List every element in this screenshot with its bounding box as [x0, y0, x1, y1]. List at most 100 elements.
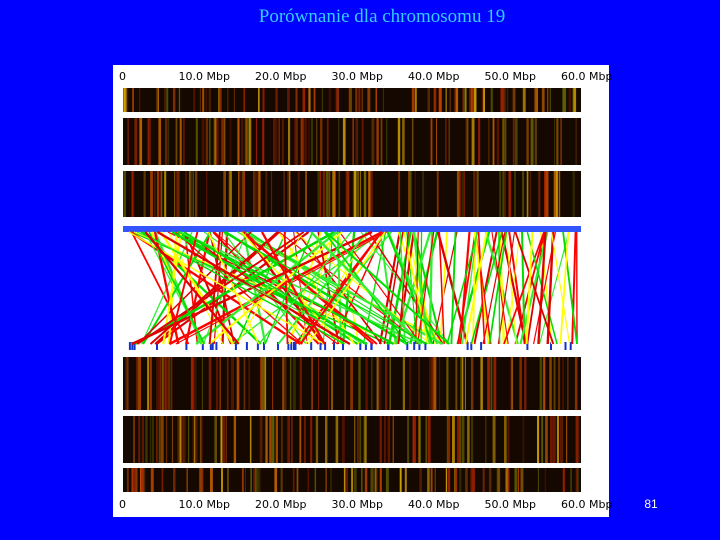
density-streak: [490, 357, 493, 410]
density-streak: [335, 88, 338, 112]
synteny-link: [432, 231, 458, 345]
density-streak: [398, 171, 401, 217]
density-streak: [314, 468, 317, 492]
density-streak: [256, 171, 258, 217]
density-streak: [166, 88, 169, 112]
synteny-tick: [424, 342, 427, 350]
density-streak: [223, 171, 226, 217]
density-streak: [193, 88, 196, 112]
density-streak: [530, 118, 533, 165]
density-streak: [287, 88, 290, 112]
density-streak: [502, 118, 505, 165]
density-streak: [493, 357, 497, 410]
density-streak: [126, 468, 129, 492]
density-streak: [358, 357, 361, 410]
density-streak: [434, 468, 436, 492]
density-streak: [224, 118, 226, 165]
density-streak: [534, 88, 536, 112]
density-streak: [402, 357, 405, 410]
density-streak: [568, 88, 571, 112]
density-streak: [249, 416, 252, 463]
density-streak: [354, 171, 357, 217]
density-streak: [361, 118, 364, 165]
density-streak: [138, 357, 141, 410]
density-streak: [199, 416, 202, 463]
synteny-tick: [131, 342, 134, 350]
density-streak: [496, 468, 500, 492]
density-streak: [549, 88, 551, 112]
density-streak: [342, 416, 345, 463]
density-streak: [462, 416, 465, 463]
density-streak: [428, 357, 432, 410]
density-streak: [165, 118, 168, 165]
density-streak: [296, 118, 298, 165]
density-streak: [245, 118, 248, 165]
synteny-link: [307, 231, 386, 345]
density-streak: [305, 171, 307, 217]
density-streak: [472, 468, 476, 492]
density-streak: [202, 88, 205, 112]
synteny-tick: [294, 342, 297, 350]
density-streak: [462, 88, 465, 112]
synteny-link: [498, 231, 501, 345]
synteny-tick: [256, 342, 259, 350]
density-streak: [436, 118, 438, 165]
synteny-link: [183, 231, 366, 345]
density-streak: [192, 416, 194, 463]
density-streak: [303, 416, 306, 463]
density-streak: [563, 88, 567, 112]
density-streak: [484, 468, 486, 492]
density-streak: [238, 171, 240, 217]
page-number: 81: [644, 497, 658, 511]
synteny-link: [130, 231, 190, 345]
density-streak: [504, 416, 507, 463]
density-streak: [308, 118, 310, 165]
density-streak: [553, 171, 557, 217]
density-streak: [466, 118, 469, 165]
synteny-tick: [215, 342, 218, 350]
density-streak: [368, 88, 370, 112]
scale-label: 10.0 Mbp: [179, 70, 230, 83]
density-streak: [575, 118, 577, 165]
density-streak: [537, 416, 540, 463]
density-streak: [561, 416, 564, 463]
density-streak: [183, 416, 186, 463]
density-streak: [439, 88, 442, 112]
density-streak: [492, 416, 496, 463]
density-streak: [330, 468, 332, 492]
synteny-link: [470, 231, 503, 345]
density-streak: [157, 88, 159, 112]
density-streak: [480, 357, 483, 410]
scale-label: 60.0 Mbp: [561, 70, 612, 83]
density-streak: [502, 88, 506, 112]
density-streak: [522, 416, 525, 463]
density-streak: [534, 118, 537, 165]
density-streak: [127, 118, 129, 165]
density-streak: [562, 468, 565, 492]
synteny-link: [367, 231, 444, 345]
density-streak: [270, 171, 273, 217]
density-streak: [418, 416, 420, 463]
density-streak: [404, 468, 407, 492]
density-streak: [315, 416, 319, 463]
density-streak: [332, 171, 335, 217]
density-streak: [478, 118, 481, 165]
density-streak: [384, 416, 386, 463]
density-streak: [294, 118, 297, 165]
density-streak: [126, 88, 129, 112]
density-streak: [178, 88, 181, 112]
synteny-link: [505, 231, 517, 345]
synteny-link: [283, 231, 289, 345]
scale-label: 0: [119, 70, 126, 83]
density-streak: [247, 118, 250, 165]
density-streak: [433, 357, 437, 410]
density-streak: [164, 88, 166, 112]
density-streak: [248, 357, 251, 410]
density-streak: [465, 118, 469, 165]
density-streak: [206, 171, 208, 217]
density-streak: [158, 416, 161, 463]
density-streak: [308, 88, 310, 112]
density-streak: [132, 171, 135, 217]
density-streak: [368, 171, 371, 217]
density-streak: [148, 118, 151, 165]
